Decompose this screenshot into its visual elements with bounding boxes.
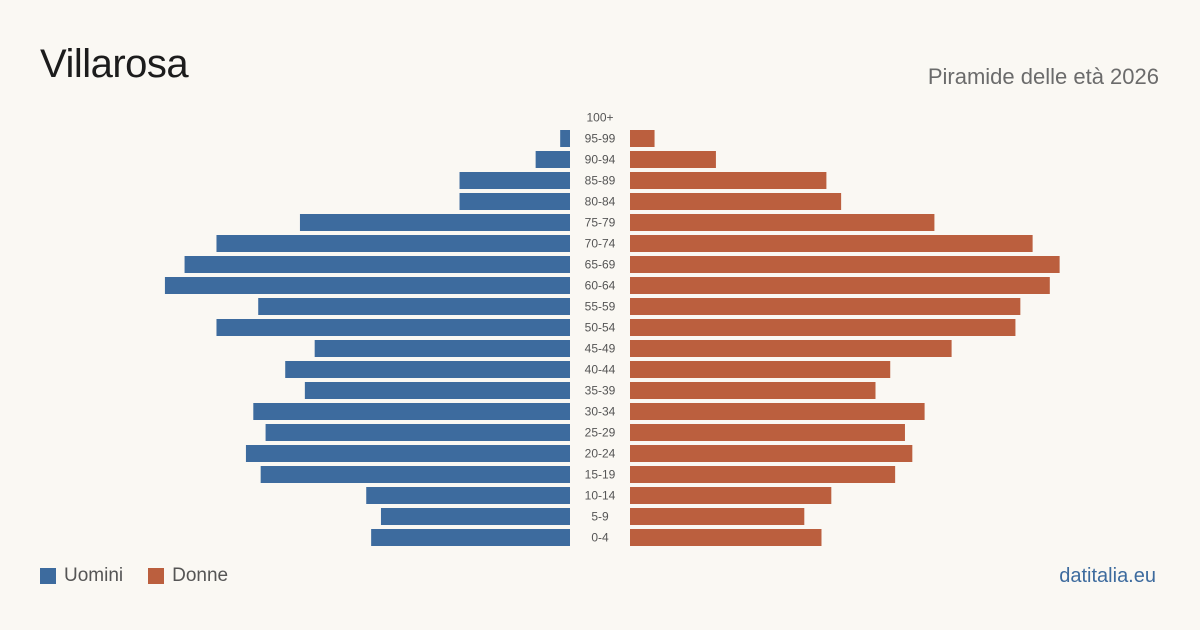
bar-women-65-69	[630, 256, 1060, 273]
bar-men-5-9	[380, 508, 570, 525]
bar-men-55-59	[258, 298, 570, 315]
bar-women-5-9	[630, 508, 805, 525]
age-label-0-4: 0-4	[591, 531, 609, 545]
bar-men-70-74	[216, 235, 571, 252]
age-label-20-24: 20-24	[585, 447, 616, 461]
bar-men-0-4	[371, 529, 570, 546]
age-label-45-49: 45-49	[585, 342, 616, 356]
age-label-35-39: 35-39	[585, 384, 616, 398]
age-label-50-54: 50-54	[585, 321, 616, 335]
bar-men-80-84	[459, 193, 570, 210]
bar-women-15-19	[630, 466, 896, 483]
bar-women-60-64	[630, 277, 1050, 294]
age-label-95-99: 95-99	[585, 132, 616, 146]
age-label-25-29: 25-29	[585, 426, 616, 440]
source-link[interactable]: datitalia.eu	[1059, 565, 1156, 587]
chart-title: Villarosa	[40, 42, 189, 86]
legend-item-men: Uomini	[40, 565, 123, 587]
bar-men-35-39	[304, 382, 570, 399]
bar-women-55-59	[630, 298, 1021, 315]
bar-men-75-79	[299, 214, 570, 231]
bar-women-80-84	[630, 193, 842, 210]
age-label-85-89: 85-89	[585, 174, 616, 188]
bar-men-10-14	[366, 487, 570, 504]
age-label-10-14: 10-14	[585, 489, 616, 503]
legend-label-men: Uomini	[64, 565, 124, 586]
legend-item-women: Donne	[148, 565, 228, 587]
age-label-60-64: 60-64	[585, 279, 616, 293]
bar-women-20-24	[630, 445, 913, 462]
age-label-100plus: 100+	[586, 111, 613, 125]
bar-women-50-54	[630, 319, 1016, 336]
age-label-5-9: 5-9	[591, 510, 609, 524]
bar-men-45-49	[314, 340, 570, 357]
chart-subtitle: Piramide delle età 2026	[927, 64, 1159, 89]
bar-men-25-29	[265, 424, 570, 441]
bar-women-45-49	[630, 340, 952, 357]
bar-women-90-94	[630, 151, 716, 168]
bar-men-50-54	[216, 319, 571, 336]
legend-swatch-women	[148, 568, 165, 584]
age-label-15-19: 15-19	[585, 468, 616, 482]
bar-men-90-94	[535, 151, 570, 168]
legend: Uomini Donne	[40, 565, 253, 587]
age-label-70-74: 70-74	[585, 237, 616, 251]
bar-women-75-79	[630, 214, 935, 231]
age-label-75-79: 75-79	[585, 216, 616, 230]
age-label-55-59: 55-59	[585, 300, 616, 314]
legend-label-women: Donne	[172, 565, 229, 586]
bar-women-35-39	[630, 382, 876, 399]
bar-women-40-44	[630, 361, 891, 378]
age-label-65-69: 65-69	[585, 258, 616, 272]
bar-men-60-64	[164, 277, 571, 294]
bar-men-85-89	[459, 172, 570, 189]
bar-women-10-14	[630, 487, 832, 504]
bar-women-0-4	[630, 529, 822, 546]
bar-women-30-34	[630, 403, 925, 420]
bar-women-70-74	[630, 235, 1033, 252]
bar-men-30-34	[253, 403, 570, 420]
bar-women-85-89	[630, 172, 827, 189]
bar-men-15-19	[260, 466, 570, 483]
bar-men-20-24	[245, 445, 570, 462]
bar-men-65-69	[184, 256, 570, 273]
age-label-30-34: 30-34	[585, 405, 616, 419]
bar-men-95-99	[560, 130, 570, 147]
age-label-40-44: 40-44	[585, 363, 616, 377]
legend-swatch-men	[40, 568, 56, 584]
age-label-80-84: 80-84	[585, 195, 616, 209]
bar-women-25-29	[630, 424, 905, 441]
bar-men-40-44	[285, 361, 570, 378]
bar-women-95-99	[630, 130, 655, 147]
age-label-90-94: 90-94	[585, 153, 616, 167]
